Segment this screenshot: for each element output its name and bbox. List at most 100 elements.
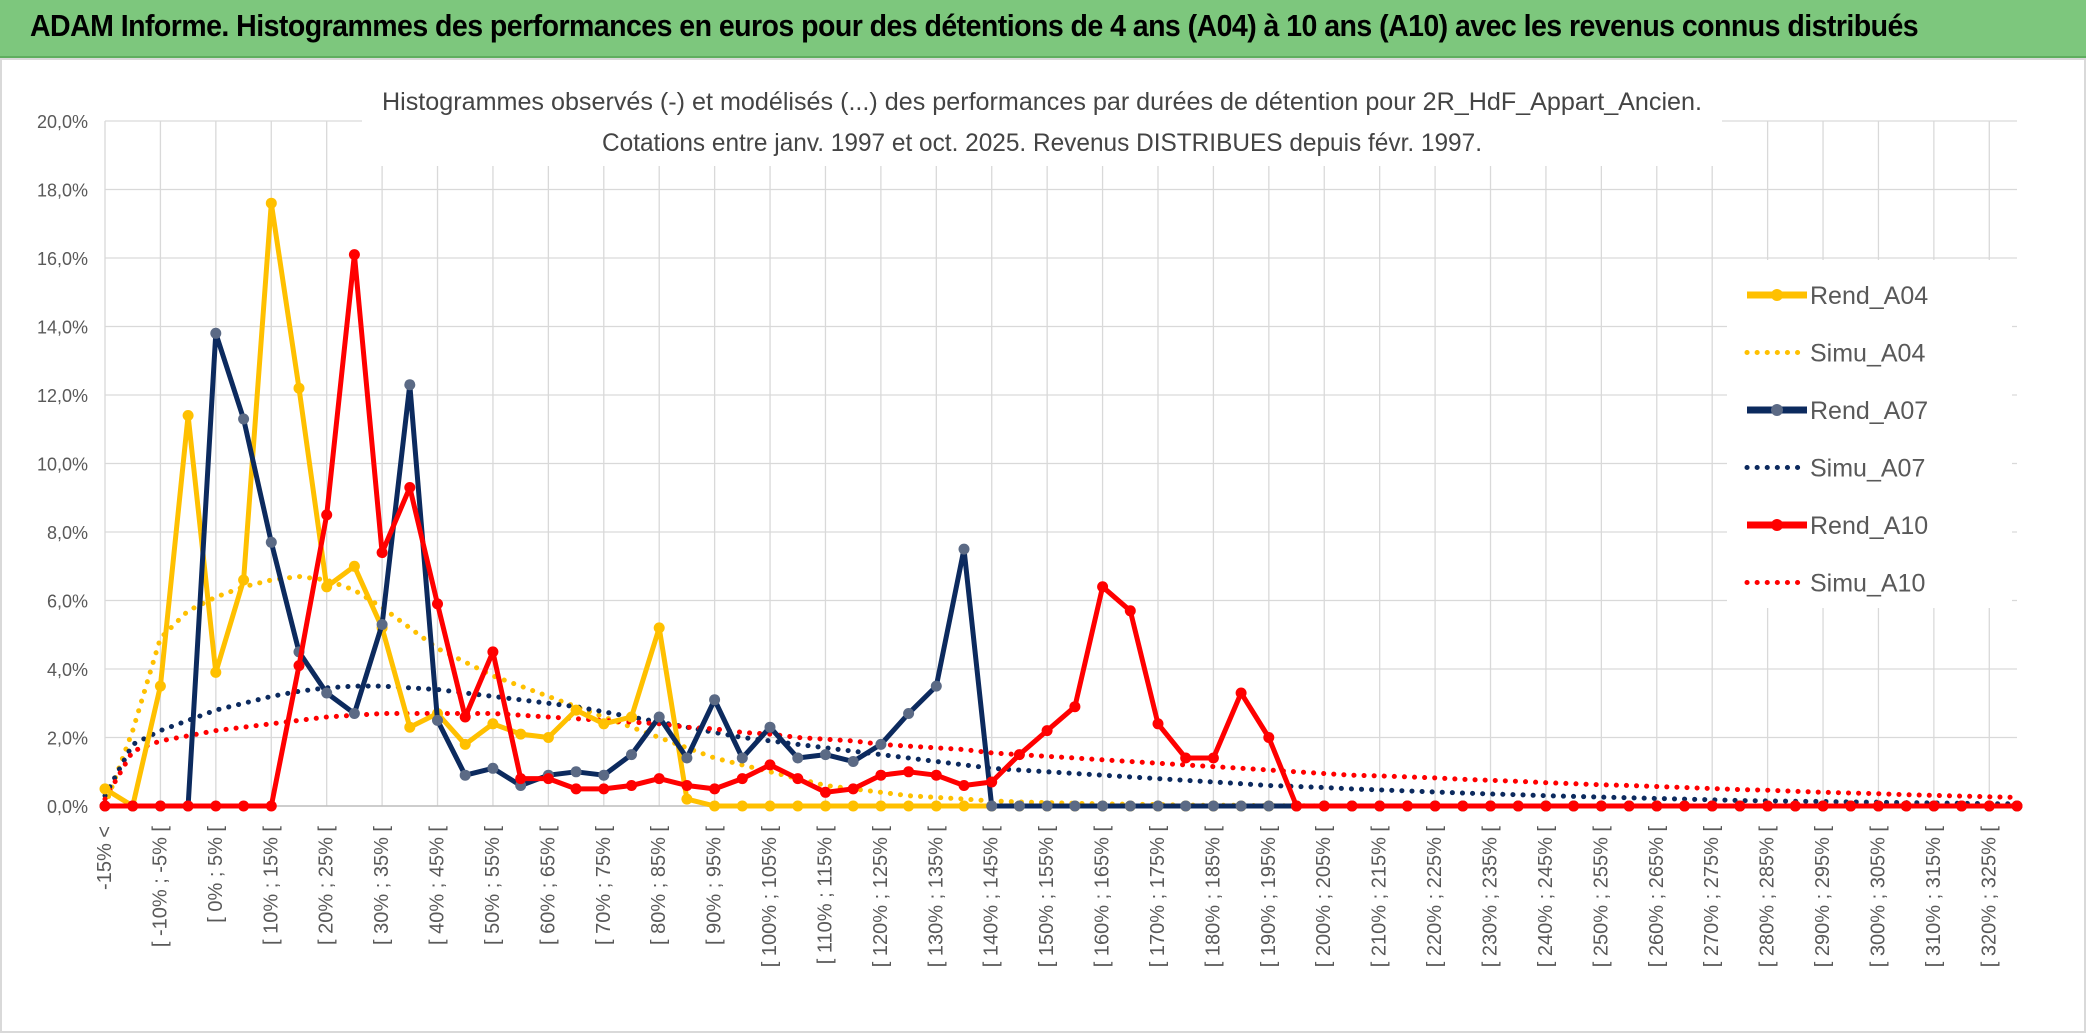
x-tick-label: [ 300% ; 305% [: [1867, 826, 1889, 968]
data-point: [1069, 800, 1081, 812]
data-point: [238, 574, 250, 586]
data-point: [820, 800, 831, 812]
data-point: [847, 756, 859, 767]
data-point: [321, 581, 333, 593]
data-point: [1679, 800, 1690, 812]
data-point: [99, 783, 111, 795]
data-point: [459, 738, 471, 750]
data-point: [847, 800, 859, 812]
y-tick-label: 20,0%: [37, 112, 88, 132]
data-point: [348, 249, 360, 261]
data-point: [154, 680, 166, 692]
series-Rend_A10: [99, 249, 2023, 812]
data-point: [626, 711, 637, 723]
data-point: [653, 711, 665, 723]
y-tick-label: 6,0%: [47, 592, 88, 612]
data-point: [265, 197, 277, 209]
x-tick-label: [ 290% ; 295% [: [1812, 826, 1834, 968]
legend-item-Rend_A07: Rend_A07: [1747, 397, 1928, 425]
legend-label: Simu_A10: [1810, 570, 1925, 598]
data-point: [681, 752, 693, 764]
data-point: [1180, 800, 1192, 812]
x-tick-label: [ 180% ; 185% [: [1202, 826, 1224, 968]
x-tick-label: [ 230% ; 235% [: [1480, 826, 1502, 968]
data-point: [1207, 752, 1219, 764]
data-point: [1207, 800, 1219, 812]
data-point: [930, 800, 942, 812]
data-point: [487, 646, 499, 658]
data-point: [1512, 800, 1524, 812]
data-point: [1845, 800, 1857, 812]
x-tick-label: [ 240% ; 245% [: [1535, 826, 1557, 968]
chart-title: Histogrammes observés (-) et modélisés (…: [382, 88, 1702, 116]
data-point: [265, 536, 277, 548]
data-point: [626, 780, 637, 791]
x-tick-label: [ 140% ; 145% [: [981, 826, 1003, 968]
x-tick-label: [ 320% ; 325% [: [1978, 826, 2000, 968]
x-tick-label: [ 80% ; 85% [: [648, 826, 670, 945]
x-tick-label: [ 10% ; 15% [: [260, 826, 282, 945]
data-point: [1540, 800, 1552, 812]
legend-marker: [1771, 289, 1783, 301]
x-tick-labels: -15% < [ -10% ; -5% [[ 0% ; 5% [[ 10% ; 1…: [94, 826, 2000, 968]
data-point: [210, 800, 222, 812]
y-tick-label: 14,0%: [37, 318, 88, 338]
data-point: [238, 413, 250, 425]
data-point: [1291, 800, 1302, 812]
x-tick-label: [ 210% ; 215% [: [1369, 826, 1391, 968]
legend-item-Simu_A07: Simu_A07: [1744, 455, 1925, 483]
histogram-chart: 0,0% 2,0% 4,0% 6,0% 8,0% 10,0% 12,0% 14,0% 16,0%…: [37, 78, 2023, 968]
data-point: [238, 800, 250, 812]
legend-item-Rend_A04: Rend_A04: [1747, 282, 1928, 310]
data-point: [1180, 752, 1192, 764]
data-point: [1124, 800, 1136, 812]
data-point: [432, 714, 443, 726]
data-point: [875, 769, 887, 781]
x-tick-label: [ -10% ; -5% [: [149, 826, 171, 948]
series-line: [102, 683, 2020, 807]
x-tick-label: [ 170% ; 175% [: [1147, 826, 1169, 968]
x-tick-label: [ 40% ; 45% [: [427, 826, 449, 945]
data-point: [1013, 749, 1025, 761]
data-point: [1762, 800, 1774, 812]
series-lines: [99, 197, 2023, 812]
data-point: [210, 666, 222, 678]
data-point: [820, 786, 831, 798]
data-point: [1706, 800, 1718, 812]
data-point: [1956, 800, 1968, 812]
x-tick-label: [ 90% ; 95% [: [704, 826, 726, 945]
data-point: [1318, 800, 1330, 812]
x-tick-label: [ 100% ; 105% [: [759, 826, 781, 968]
data-point: [1817, 800, 1829, 812]
legend-marker: [1771, 519, 1783, 531]
data-point: [1041, 800, 1053, 812]
x-tick-label: [ 310% ; 315% [: [1923, 826, 1945, 968]
data-point: [598, 718, 610, 730]
data-point: [1152, 800, 1164, 812]
data-point: [792, 773, 804, 785]
legend-label: Simu_A07: [1810, 455, 1925, 483]
data-point: [127, 800, 139, 812]
data-point: [404, 721, 416, 733]
legend-label: Simu_A04: [1810, 340, 1925, 368]
data-point: [681, 793, 693, 805]
chart-title-background: [362, 78, 1722, 166]
y-tick-labels: 0,0% 2,0% 4,0% 6,0% 8,0% 10,0% 12,0% 14,0% 16,0%…: [37, 112, 88, 817]
series-Simu_A07: [102, 683, 2020, 807]
legend-label: Rend_A07: [1810, 397, 1928, 425]
series-line: [102, 711, 2020, 802]
x-tick-label: [ 200% ; 205% [: [1313, 826, 1335, 968]
data-point: [1263, 732, 1275, 743]
legend-marker: [1771, 404, 1783, 416]
data-point: [459, 769, 471, 781]
x-tick-label: [ 250% ; 255% [: [1590, 826, 1612, 968]
x-tick-label: -15% <: [94, 826, 116, 890]
data-point: [293, 660, 305, 672]
data-point: [1401, 800, 1413, 812]
data-point: [404, 379, 416, 391]
data-point: [958, 543, 970, 555]
header-banner: ADAM Informe. Histogrammes des performan…: [0, 0, 2086, 58]
data-point: [764, 721, 776, 733]
data-point: [875, 738, 887, 750]
data-point: [1568, 800, 1580, 812]
